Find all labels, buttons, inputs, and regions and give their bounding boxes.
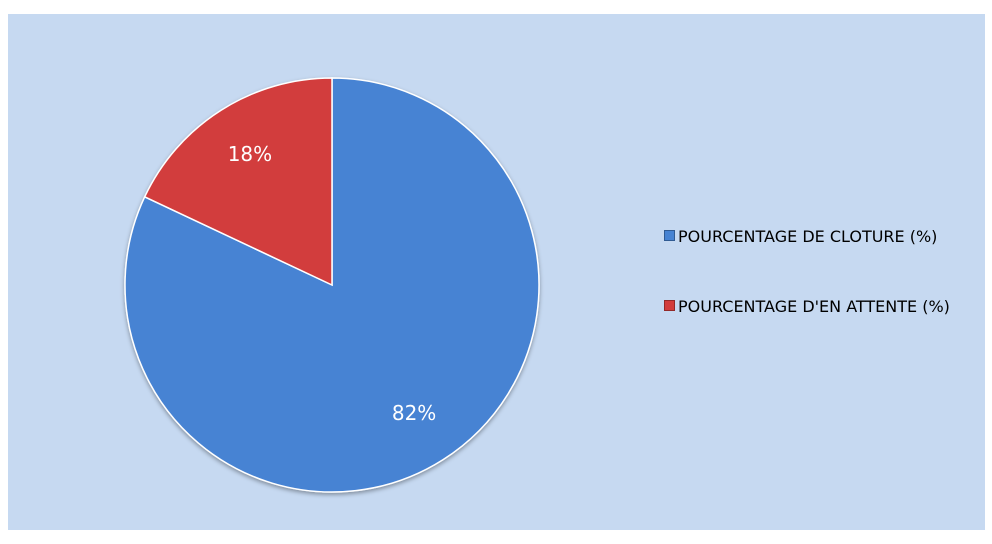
data-label: 82% [392, 401, 436, 425]
data-label: 18% [228, 142, 272, 166]
legend-label: POURCENTAGE DE CLOTURE (%) [678, 227, 938, 246]
legend-swatch [664, 300, 675, 311]
legend-item: POURCENTAGE DE CLOTURE (%) [664, 226, 982, 248]
pie-slice [143, 77, 333, 287]
legend-swatch [664, 230, 675, 241]
legend-item: POURCENTAGE D'EN ATTENTE (%) [664, 296, 982, 318]
pie-slices [124, 77, 540, 493]
legend-label: POURCENTAGE D'EN ATTENTE (%) [678, 297, 950, 316]
